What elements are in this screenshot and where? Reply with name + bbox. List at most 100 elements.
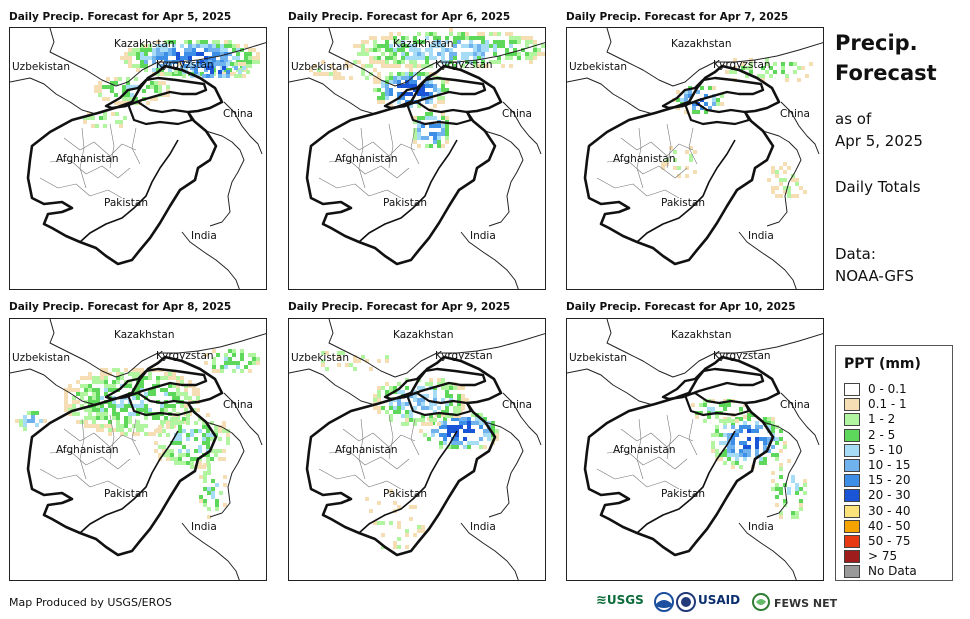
province-boundaries xyxy=(39,414,141,490)
country-label-afghanistan: Afghanistan xyxy=(335,153,398,165)
precip-map xyxy=(567,28,823,289)
country-label-kazakhstan: Kazakhstan xyxy=(671,38,732,50)
region-outline xyxy=(305,355,503,557)
afghan-pakistan-border xyxy=(79,139,179,243)
kazakhstan-border xyxy=(606,28,823,87)
state-seal-logo xyxy=(676,592,696,612)
legend-item: 5 - 10 xyxy=(844,443,903,459)
region-outline xyxy=(26,355,224,557)
legend-swatch xyxy=(844,565,860,579)
afghan-pakistan-border xyxy=(358,430,458,534)
legend-label: > 75 xyxy=(868,549,898,564)
legend-swatch xyxy=(844,504,860,518)
country-label-uzbekistan: Uzbekistan xyxy=(291,352,349,364)
legend-label: 10 - 15 xyxy=(868,458,911,472)
kazakhstan-border xyxy=(328,319,545,378)
legend-label: 30 - 40 xyxy=(868,503,911,518)
country-label-uzbekistan: Uzbekistan xyxy=(12,352,70,364)
legend-item: 0.1 - 1 xyxy=(844,397,907,413)
country-label-afghanistan: Afghanistan xyxy=(613,444,676,456)
map-panel-apr9: Kazakhstan Uzbekistan Kyrgyzstan China Afgha… xyxy=(288,318,546,581)
country-label-china: China xyxy=(223,399,253,411)
country-label-pakistan: Pakistan xyxy=(661,488,705,500)
india-china-border xyxy=(762,130,802,227)
legend-label: 40 - 50 xyxy=(868,518,911,533)
coastline xyxy=(460,522,519,580)
uzbekistan-border xyxy=(10,368,97,406)
coastline xyxy=(181,522,240,580)
china-border xyxy=(780,392,820,446)
panel-title-6: Daily Precip. Forecast for Apr 10, 2025 xyxy=(566,301,796,313)
country-label-afghanistan: Afghanistan xyxy=(56,153,119,165)
map-panel-apr6: Kazakhstan Uzbekistan Kyrgyzstan China Afgha… xyxy=(288,27,546,290)
tajikistan-outline xyxy=(683,100,751,126)
afghan-pakistan-border xyxy=(636,139,736,243)
region-outline xyxy=(583,64,781,266)
kyrgyzstan-outline xyxy=(104,367,208,401)
precip-map xyxy=(10,28,266,289)
tajikistan-outline xyxy=(126,391,194,417)
precip-map xyxy=(10,319,266,580)
legend-title: PPT (mm) xyxy=(844,356,921,372)
legend-label: 0 - 0.1 xyxy=(868,382,907,396)
uzbekistan-border xyxy=(289,368,376,406)
country-label-kazakhstan: Kazakhstan xyxy=(393,329,454,341)
legend-item: 0 - 0.1 xyxy=(844,382,907,398)
uzbekistan-border xyxy=(567,368,654,406)
legend-item: 40 - 50 xyxy=(844,519,911,535)
country-label-china: China xyxy=(780,399,810,411)
country-label-kazakhstan: Kazakhstan xyxy=(393,38,454,50)
country-label-pakistan: Pakistan xyxy=(383,197,427,209)
precip-field xyxy=(691,399,807,519)
legend-item: > 75 xyxy=(844,549,897,565)
country-label-pakistan: Pakistan xyxy=(661,197,705,209)
kyrgyzstan-outline xyxy=(383,367,487,401)
india-china-border xyxy=(484,421,524,518)
country-label-uzbekistan: Uzbekistan xyxy=(291,61,349,73)
country-label-china: China xyxy=(780,108,810,120)
panel-title-5: Daily Precip. Forecast for Apr 9, 2025 xyxy=(288,301,511,313)
province-boundaries xyxy=(318,123,420,199)
province-boundaries xyxy=(39,123,141,199)
kazakhstan-border xyxy=(49,319,266,378)
precip-field xyxy=(661,58,813,198)
india-china-border xyxy=(205,130,245,227)
legend-label: 0.1 - 1 xyxy=(868,397,907,412)
precip-field xyxy=(83,40,260,128)
fews-globe-logo xyxy=(752,593,770,611)
province-boundaries xyxy=(596,414,698,490)
legend-swatch xyxy=(844,383,860,396)
legend-item: 50 - 75 xyxy=(844,534,911,550)
legend-swatch xyxy=(844,459,860,472)
country-label-india: India xyxy=(191,521,217,533)
country-label-kazakhstan: Kazakhstan xyxy=(114,329,175,341)
legend-swatch xyxy=(844,535,860,548)
country-label-uzbekistan: Uzbekistan xyxy=(12,61,70,73)
china-border xyxy=(223,392,263,446)
country-label-kyrgyzstan: Kyrgyzstan xyxy=(156,350,214,362)
uzbekistan-border xyxy=(10,77,97,115)
coastline xyxy=(738,231,797,289)
country-label-india: India xyxy=(470,521,496,533)
legend-swatch xyxy=(844,550,860,564)
uzbekistan-border xyxy=(567,77,654,115)
uzbekistan-border xyxy=(289,77,376,115)
map-panel-apr7: Kazakhstan Uzbekistan Kyrgyzstan China Afgha… xyxy=(566,27,824,290)
kazakhstan-border xyxy=(328,28,545,87)
tajikistan-outline xyxy=(683,391,751,417)
map-panel-apr10: Kazakhstan Uzbekistan Kyrgyzstan China Afgha… xyxy=(566,318,824,581)
country-label-pakistan: Pakistan xyxy=(104,197,148,209)
region-outline xyxy=(305,64,503,266)
country-label-uzbekistan: Uzbekistan xyxy=(569,61,627,73)
precip-map xyxy=(567,319,823,580)
legend-item: 30 - 40 xyxy=(844,504,911,520)
legend-label: No Data xyxy=(868,564,917,579)
country-label-kyrgyzstan: Kyrgyzstan xyxy=(435,350,493,362)
country-label-pakistan: Pakistan xyxy=(104,488,148,500)
tajikistan-outline xyxy=(405,391,473,417)
map-panel-apr5: Kazakhstan Uzbekistan Kyrgyzstan China Afgha… xyxy=(9,27,267,290)
kyrgyzstan-outline xyxy=(661,76,765,110)
kyrgyzstan-outline xyxy=(661,367,765,401)
country-label-china: China xyxy=(223,108,253,120)
legend-label: 50 - 75 xyxy=(868,534,911,548)
